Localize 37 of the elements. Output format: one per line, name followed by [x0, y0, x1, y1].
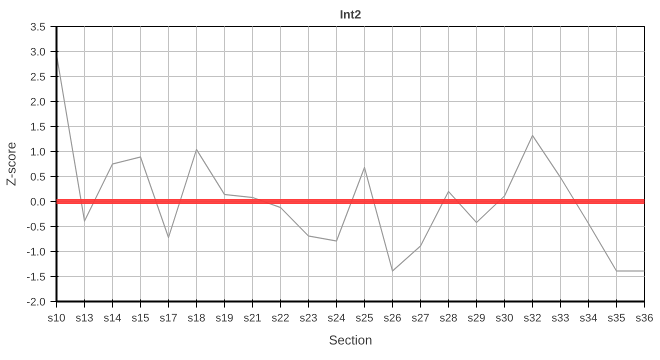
x-tick-label: s25	[356, 312, 374, 324]
x-tick-label: s19	[216, 312, 234, 324]
y-tick-label: -1.5	[26, 272, 46, 284]
x-tick-label: s26	[384, 312, 402, 324]
x-tick-label: s14	[104, 312, 122, 324]
x-tick-label: s21	[244, 312, 262, 324]
y-tick-label: 1.0	[30, 146, 46, 158]
x-tick-label: s27	[412, 312, 430, 324]
chart-title: Int2	[340, 8, 362, 22]
y-tick-label: 2.0	[30, 96, 46, 108]
x-tick-label: s34	[580, 312, 598, 324]
y-axis-title: Z-score	[4, 142, 19, 186]
x-tick-label: s29	[468, 312, 486, 324]
x-tick-label: s17	[160, 312, 178, 324]
x-tick-label: s28	[440, 312, 458, 324]
x-tick-label: s32	[524, 312, 542, 324]
x-tick-label: s18	[188, 312, 206, 324]
y-tick-label: 1.5	[30, 122, 46, 134]
y-tick-label: -2.0	[26, 296, 46, 308]
x-axis-title: Section	[328, 332, 372, 348]
y-tick-label: 3.0	[30, 46, 46, 58]
x-tick-label: s13	[76, 312, 94, 324]
y-tick-label: -1.0	[26, 246, 46, 258]
x-tick-label: s24	[328, 312, 346, 324]
x-tick-label: s23	[300, 312, 318, 324]
y-tick-label: 2.5	[30, 72, 46, 84]
x-tick-label: s10	[48, 312, 66, 324]
x-tick-label: s30	[496, 312, 514, 324]
x-tick-label: s35	[608, 312, 626, 324]
x-tick-label: s15	[132, 312, 150, 324]
x-tick-label: s33	[552, 312, 570, 324]
y-tick-label: 0.0	[30, 196, 46, 208]
y-tick-label: 0.5	[30, 172, 46, 184]
x-tick-label: s36	[636, 312, 654, 324]
y-tick-label: 3.5	[30, 22, 46, 34]
x-tick-label: s22	[272, 312, 290, 324]
y-tick-label: -0.5	[26, 222, 46, 234]
